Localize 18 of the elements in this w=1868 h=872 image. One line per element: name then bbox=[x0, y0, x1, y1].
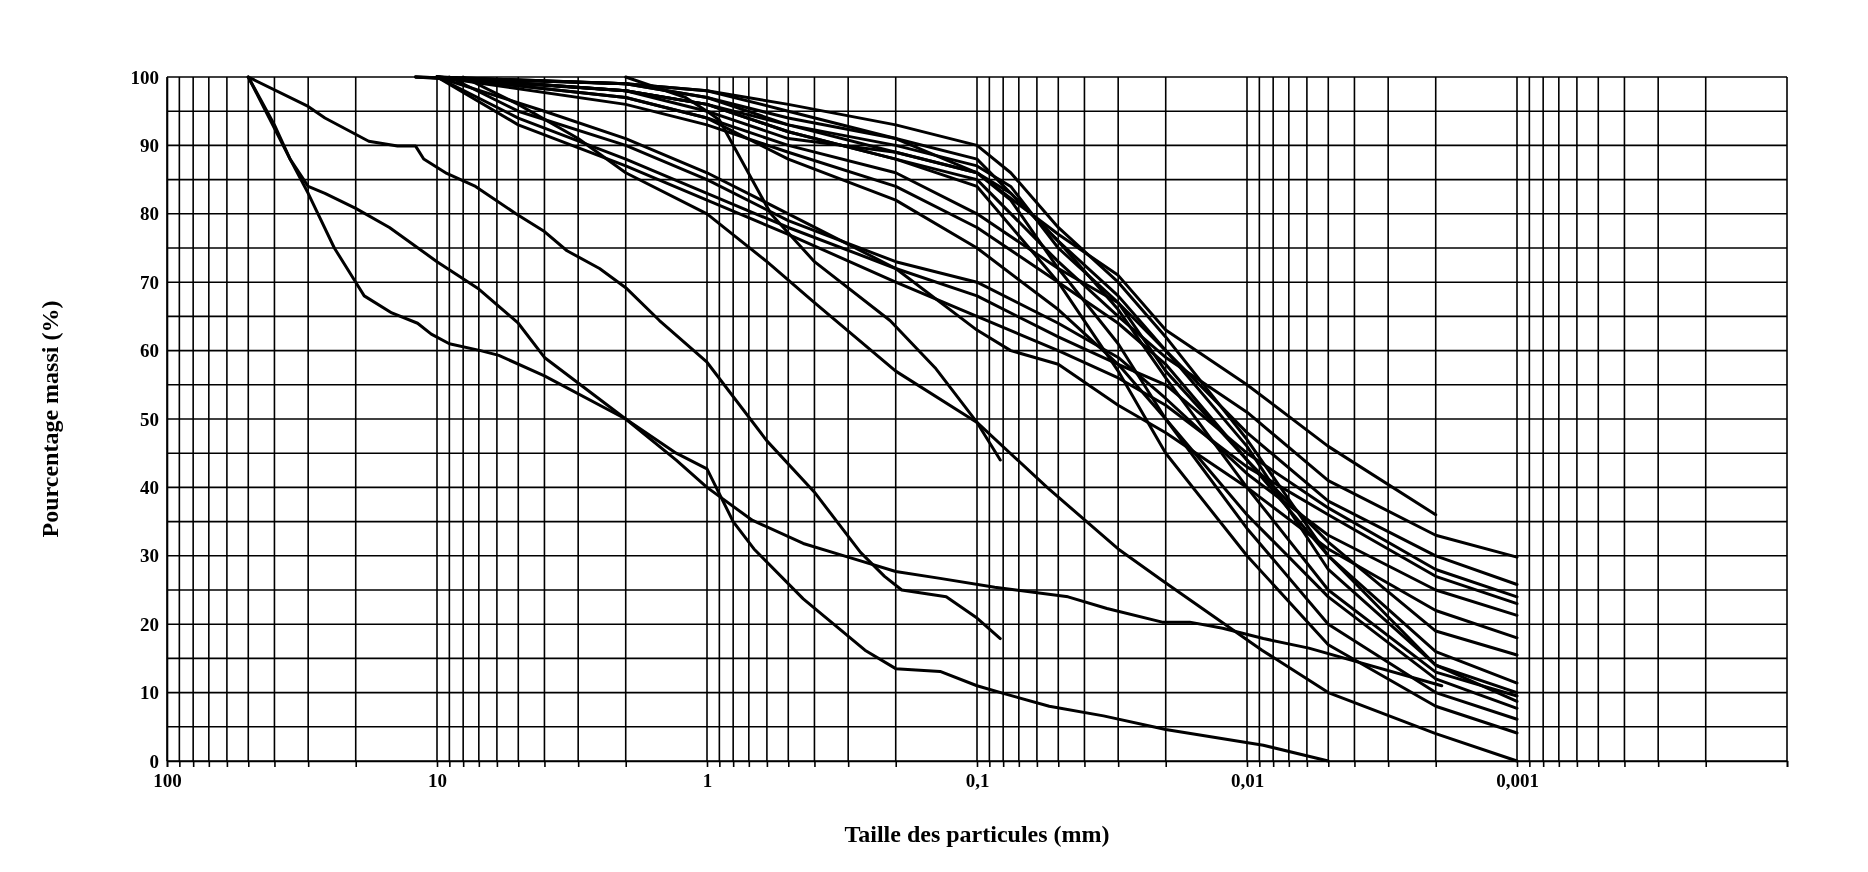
y-tick-label: 30 bbox=[140, 545, 159, 567]
x-tick-label: 0,1 bbox=[965, 770, 990, 792]
y-tick-label: 90 bbox=[140, 134, 159, 156]
y-tick-label: 0 bbox=[149, 750, 159, 772]
x-tick-label: 0,001 bbox=[1496, 770, 1539, 792]
y-tick-label: 40 bbox=[140, 476, 159, 498]
y-tick-label: 70 bbox=[140, 271, 159, 293]
y-axis-title: Pourcentage massi (%) bbox=[37, 300, 63, 538]
x-axis-title: Taille des particules (mm) bbox=[844, 821, 1110, 847]
y-tick-label: 50 bbox=[140, 408, 159, 430]
y-tick-label: 20 bbox=[140, 613, 159, 635]
y-tick-label: 100 bbox=[130, 66, 159, 88]
y-tick-label: 60 bbox=[140, 340, 159, 362]
x-tick-label: 1 bbox=[702, 770, 713, 792]
y-tick-label: 80 bbox=[140, 203, 159, 225]
x-tick-label: 0,01 bbox=[1230, 770, 1265, 792]
y-tick-label: 10 bbox=[140, 682, 159, 704]
x-tick-label: 10 bbox=[428, 770, 447, 792]
